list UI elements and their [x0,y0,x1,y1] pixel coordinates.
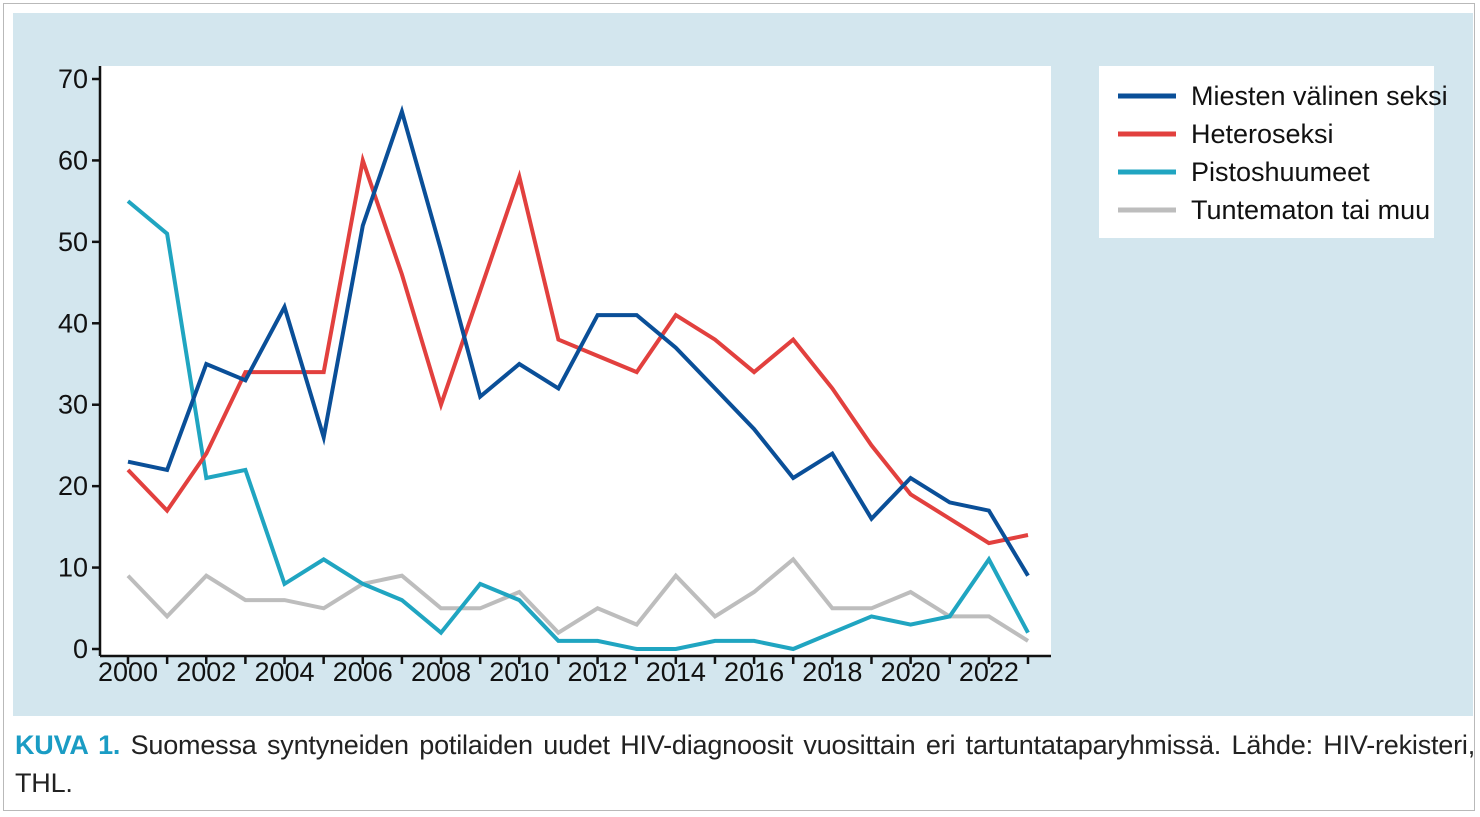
x-tick-label: 2014 [646,657,706,687]
x-tick-label: 2010 [489,657,549,687]
caption-label: KUVA 1. [15,730,121,760]
y-tick-label: 40 [58,308,88,338]
y-tick-label: 70 [58,64,88,94]
series-line-3 [126,556,1030,643]
x-tick-label: 2020 [881,657,941,687]
y-tick-label: 10 [58,553,88,583]
x-tick-label: 2006 [333,657,393,687]
x-tick-label: 2022 [959,657,1019,687]
y-tick-label: 0 [73,634,88,664]
legend-label-3: Tuntematon tai muu [1191,195,1430,225]
y-tick-label: 30 [58,390,88,420]
figure-panel: 0 10 20 30 40 50 60 70 2000 2002 2004 2006 2008 2010 2… [13,13,1473,716]
legend-label-0: Miesten välinen seksi [1191,81,1448,111]
y-tick-label: 20 [58,471,88,501]
series-line-2 [126,199,1030,652]
x-tick-label: 2002 [176,657,236,687]
x-tick-label: 2000 [98,657,158,687]
legend-label-1: Heteroseksi [1191,119,1334,149]
x-tick-label: 2018 [802,657,862,687]
series-line-0 [127,104,1030,577]
plot-area [100,66,1051,656]
y-tick-label: 60 [58,145,88,175]
caption-text: Suomessa syntyneiden potilaiden uudet HI… [15,730,1475,798]
line-chart: 0 10 20 30 40 50 60 70 2000 2002 2004 2006 2008 2010 2… [58,64,1448,687]
x-tick-label: 2008 [411,657,471,687]
figure-frame: 0 10 20 30 40 50 60 70 2000 2002 2004 2006 2008 2010 2… [3,3,1475,811]
x-tick-label: 2016 [724,657,784,687]
x-tick-label: 2004 [254,657,314,687]
figure-caption: KUVA 1. Suomessa syntyneiden potilaiden … [15,726,1475,802]
y-tick-label: 50 [58,227,88,257]
legend-label-2: Pistoshuumeet [1191,157,1370,187]
x-tick-label: 2012 [568,657,628,687]
